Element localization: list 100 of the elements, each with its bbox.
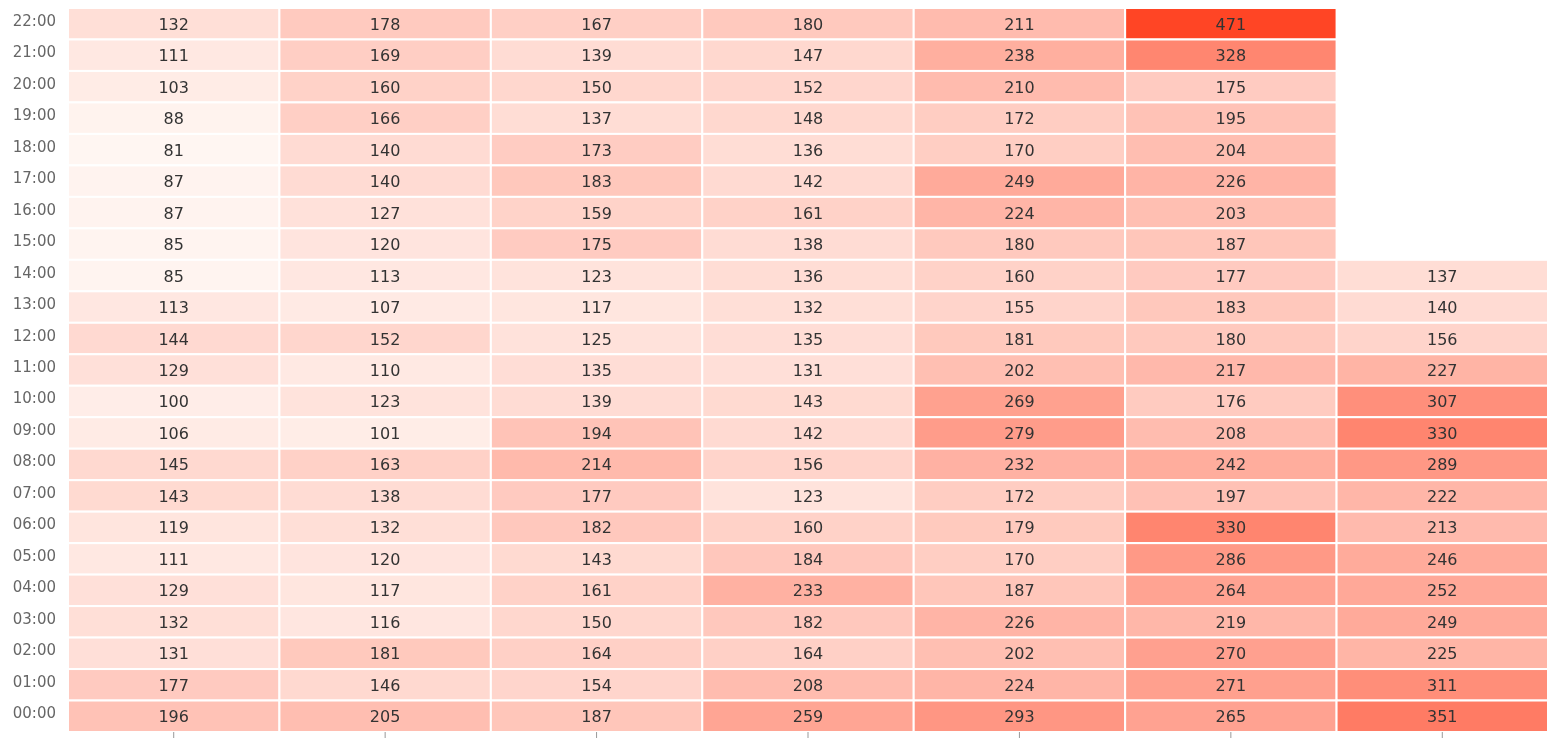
- data-label: 164: [581, 644, 612, 664]
- data-label: 139: [581, 46, 612, 66]
- data-label: 242: [1215, 455, 1247, 475]
- data-label: 286: [1215, 549, 1247, 569]
- data-label: 224: [1004, 675, 1035, 695]
- data-label: 226: [1215, 172, 1247, 192]
- y-tick-label: 16:00: [12, 200, 56, 219]
- data-label: 211: [1004, 14, 1035, 34]
- data-label: 170: [1004, 549, 1035, 569]
- data-label: 271: [1215, 675, 1247, 695]
- data-label: 172: [1004, 486, 1035, 506]
- data-label: 183: [581, 172, 612, 192]
- data-label: 177: [158, 675, 189, 695]
- data-label: 113: [369, 266, 401, 286]
- data-label: 180: [1215, 329, 1247, 349]
- y-tick-label: 02:00: [12, 641, 56, 660]
- data-label: 269: [1004, 392, 1035, 412]
- data-label: 180: [792, 14, 824, 34]
- data-label: 161: [581, 581, 612, 601]
- data-label: 103: [158, 77, 189, 97]
- data-label: 217: [1215, 361, 1247, 380]
- data-label: 160: [369, 77, 401, 97]
- data-label: 136: [792, 140, 824, 160]
- data-label: 81: [163, 140, 184, 160]
- data-label: 252: [1427, 581, 1458, 601]
- data-label: 246: [1427, 549, 1458, 569]
- data-label: 132: [158, 14, 189, 34]
- data-label: 264: [1215, 581, 1247, 601]
- data-label: 152: [792, 77, 824, 97]
- data-label: 181: [369, 644, 401, 664]
- data-label: 210: [1004, 77, 1035, 97]
- data-label: 150: [581, 77, 612, 97]
- data-label: 131: [792, 361, 824, 380]
- data-label: 328: [1215, 46, 1247, 66]
- y-tick-label: 09:00: [12, 420, 56, 439]
- y-tick-label: 01:00: [12, 672, 56, 691]
- data-label: 85: [163, 235, 184, 255]
- data-label: 119: [158, 518, 189, 538]
- data-label: 270: [1215, 644, 1247, 664]
- data-label: 182: [581, 518, 612, 538]
- data-label: 129: [158, 361, 189, 380]
- y-tick-label: 18:00: [12, 137, 56, 156]
- data-label: 175: [581, 235, 612, 255]
- data-label: 233: [792, 581, 824, 601]
- data-label: 155: [1004, 298, 1035, 318]
- data-label: 204: [1215, 140, 1247, 160]
- data-label: 177: [581, 486, 612, 506]
- y-tick-label: 03:00: [12, 609, 56, 628]
- y-tick-label: 17:00: [12, 169, 56, 188]
- data-label: 330: [1215, 518, 1247, 538]
- data-label: 213: [1427, 518, 1458, 538]
- y-tick-label: 14:00: [12, 263, 56, 282]
- data-label: 208: [1215, 423, 1247, 443]
- data-label: 107: [369, 298, 401, 318]
- data-label: 471: [1215, 14, 1247, 34]
- data-label: 138: [369, 486, 401, 506]
- y-tick-label: 22:00: [12, 11, 56, 30]
- y-tick-label: 15:00: [12, 232, 56, 251]
- data-label: 143: [158, 486, 189, 506]
- data-label: 159: [581, 203, 612, 223]
- data-label: 106: [158, 423, 189, 443]
- data-label: 111: [158, 549, 189, 569]
- data-label: 140: [369, 140, 401, 160]
- data-label: 238: [1004, 46, 1035, 66]
- data-label: 131: [158, 644, 189, 664]
- data-label: 214: [581, 455, 612, 475]
- data-label: 227: [1427, 361, 1458, 380]
- data-label: 225: [1427, 644, 1458, 664]
- data-label: 156: [792, 455, 824, 475]
- data-label: 110: [369, 361, 401, 380]
- data-label: 152: [369, 329, 401, 349]
- data-label: 187: [581, 707, 612, 727]
- data-label: 132: [369, 518, 401, 538]
- data-label: 311: [1427, 675, 1458, 695]
- data-label: 182: [792, 612, 824, 632]
- data-label: 184: [792, 549, 824, 569]
- data-label: 87: [163, 172, 184, 192]
- data-label: 117: [581, 298, 612, 318]
- data-label: 144: [158, 329, 189, 349]
- data-label: 202: [1004, 361, 1035, 380]
- data-label: 279: [1004, 423, 1035, 443]
- data-label: 148: [792, 109, 824, 129]
- data-label: 289: [1427, 455, 1458, 475]
- data-label: 150: [581, 612, 612, 632]
- data-label: 219: [1215, 612, 1247, 632]
- data-label: 146: [369, 675, 401, 695]
- data-label: 123: [369, 392, 401, 412]
- y-tick-label: 13:00: [12, 295, 56, 314]
- data-label: 156: [1427, 329, 1458, 349]
- data-label: 116: [369, 612, 401, 632]
- data-label: 132: [792, 298, 824, 318]
- data-label: 85: [163, 266, 184, 286]
- data-label: 120: [369, 235, 401, 255]
- data-label: 101: [369, 423, 401, 443]
- data-label: 170: [1004, 140, 1035, 160]
- data-label: 249: [1427, 612, 1458, 632]
- data-label: 187: [1215, 235, 1247, 255]
- data-label: 208: [792, 675, 824, 695]
- data-label: 351: [1427, 707, 1458, 727]
- data-label: 232: [1004, 455, 1035, 475]
